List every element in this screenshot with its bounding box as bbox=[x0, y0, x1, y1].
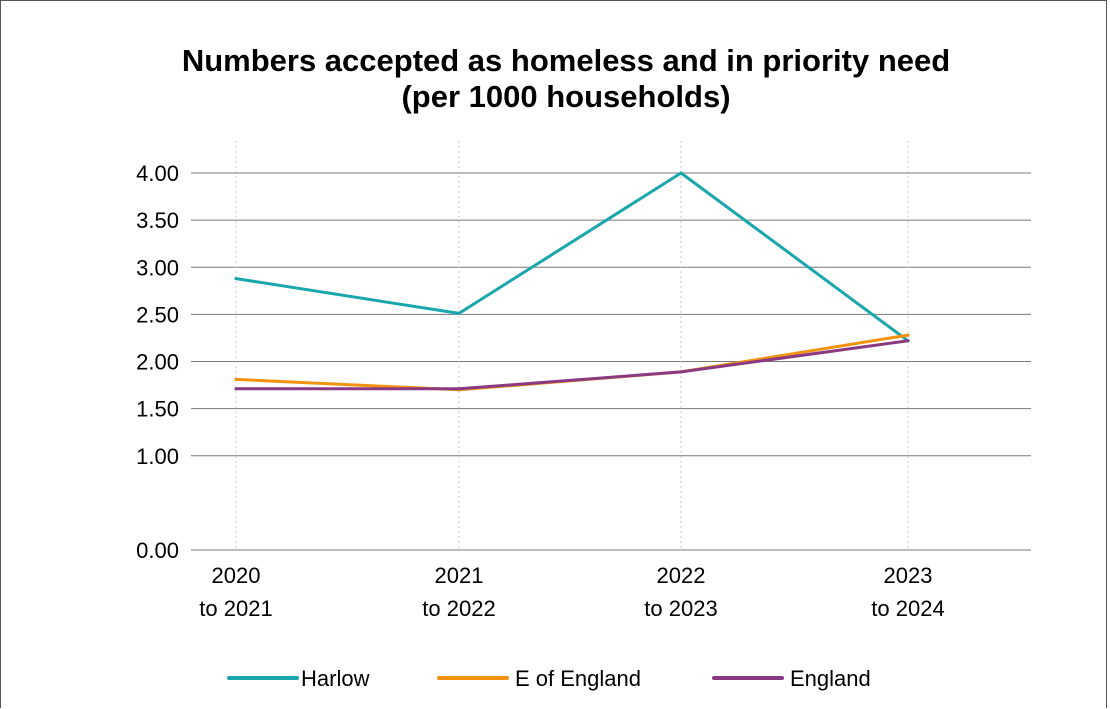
data-point bbox=[457, 387, 461, 391]
data-point bbox=[234, 387, 238, 391]
chart-title: Numbers accepted as homeless and in prio… bbox=[1, 43, 1110, 115]
y-tick-label: 4.00 bbox=[136, 161, 179, 186]
legend-item: E of England bbox=[437, 666, 641, 691]
y-tick-label: 1.00 bbox=[136, 444, 179, 469]
data-point bbox=[906, 339, 910, 343]
x-axis-ticks: 2020 to 2021 2021 to 2022 2022 to 2023 2023 to … bbox=[199, 563, 944, 621]
y-tick-label: 2.00 bbox=[136, 350, 179, 375]
data-point bbox=[679, 171, 683, 175]
y-tick-label: 2.50 bbox=[136, 302, 179, 327]
data-point bbox=[679, 370, 683, 374]
chart-title-line-1: Numbers accepted as homeless and in prio… bbox=[181, 43, 951, 78]
series-line-harlow bbox=[234, 171, 910, 343]
x-tick-label: 2023 bbox=[884, 563, 933, 588]
series-line-england bbox=[234, 339, 910, 391]
x-tick-label: to 2021 bbox=[199, 596, 272, 621]
x-tick-label: 2021 bbox=[435, 563, 484, 588]
gridlines bbox=[191, 172, 1031, 551]
legend: Harlow E of England England bbox=[227, 666, 871, 691]
legend-item: England bbox=[712, 666, 871, 691]
legend-label: Harlow bbox=[301, 666, 370, 691]
y-tick-label: 3.00 bbox=[136, 255, 179, 280]
x-tick-label: to 2022 bbox=[422, 596, 495, 621]
legend-label: E of England bbox=[515, 666, 641, 691]
y-tick-label: 3.50 bbox=[136, 208, 179, 233]
y-tick-label: 1.50 bbox=[136, 397, 179, 422]
series-lines bbox=[234, 171, 910, 392]
x-tick-label: 2020 bbox=[212, 563, 261, 588]
y-tick-label: 0.00 bbox=[136, 538, 179, 563]
vertical-gridlines bbox=[235, 141, 909, 550]
legend-label: England bbox=[790, 666, 871, 691]
data-point bbox=[906, 333, 910, 337]
legend-item: Harlow bbox=[227, 666, 370, 691]
y-axis-ticks: 0.00 1.00 1.50 2.00 2.50 3.00 3.50 4.00 bbox=[136, 161, 179, 563]
data-point bbox=[457, 311, 461, 315]
data-point bbox=[234, 277, 238, 281]
x-tick-label: to 2024 bbox=[871, 596, 944, 621]
data-point bbox=[234, 377, 238, 381]
chart-title-line-2: (per 1000 households) bbox=[401, 79, 731, 114]
x-tick-label: to 2023 bbox=[644, 596, 717, 621]
x-tick-label: 2022 bbox=[657, 563, 706, 588]
